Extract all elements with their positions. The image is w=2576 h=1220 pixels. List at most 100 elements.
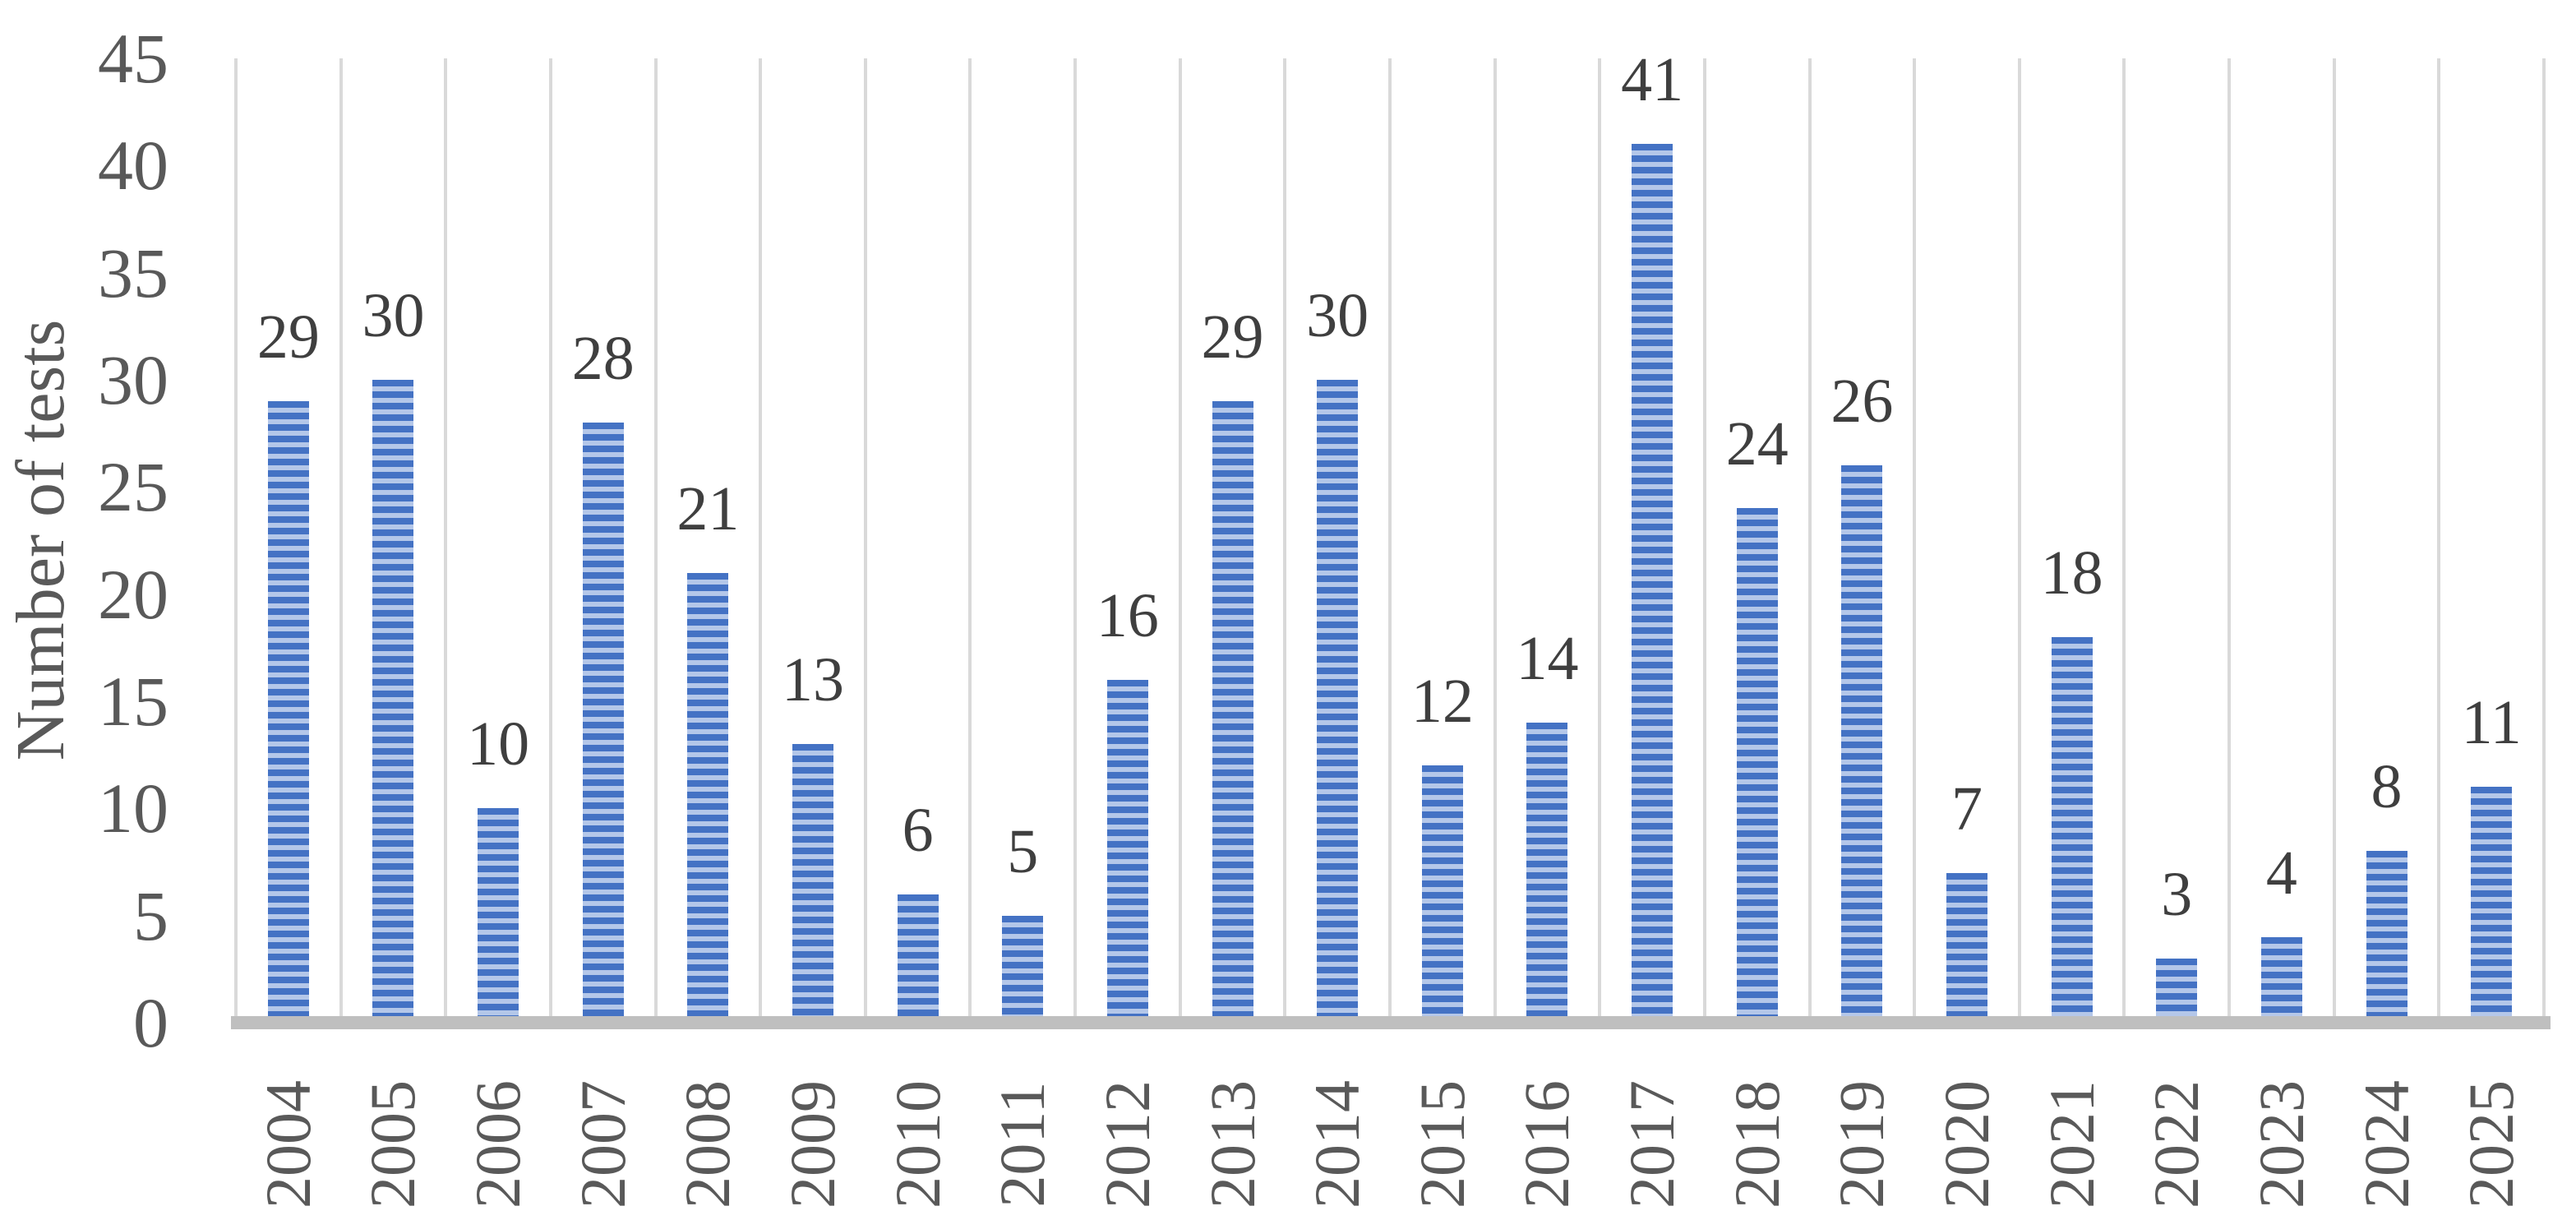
bar-value-label: 5: [1007, 816, 1039, 886]
bar-2019: [1841, 465, 1883, 1023]
bar-2014: [1317, 380, 1359, 1023]
category-gridline: [1807, 58, 1812, 1023]
bar-value-label: 7: [1951, 774, 1983, 843]
bar-value-label: 21: [676, 474, 740, 543]
category-gridline: [2437, 58, 2441, 1023]
category-gridline: [234, 58, 238, 1023]
bar-2006: [478, 808, 519, 1023]
bar-2024: [2366, 851, 2407, 1023]
x-axis-tick-label: 2009: [777, 1080, 848, 1208]
category-gridline: [1388, 58, 1392, 1023]
category-gridline: [548, 58, 552, 1023]
category-gridline: [1702, 58, 1706, 1023]
category-gridline: [1913, 58, 1917, 1023]
bar-2012: [1106, 679, 1148, 1023]
y-axis-tick-label: 40: [98, 126, 169, 206]
x-axis-tick-label: 2012: [1091, 1080, 1163, 1208]
bar-value-label: 12: [1410, 667, 1474, 737]
x-axis-tick-label: 2020: [1931, 1080, 2002, 1208]
x-axis-tick-label: 2023: [2245, 1080, 2317, 1208]
bar-2020: [1946, 872, 1987, 1023]
bar-value-label: 30: [1306, 281, 1369, 350]
bar-value-label: 14: [1516, 624, 1579, 694]
x-axis-tick-label: 2008: [672, 1080, 744, 1208]
y-axis-tick-label: 20: [98, 554, 169, 634]
category-gridline: [2227, 58, 2232, 1023]
bar-2009: [792, 744, 833, 1023]
bar-value-label: 18: [2040, 538, 2103, 608]
category-gridline: [1283, 58, 1287, 1023]
x-axis-tick-label: 2007: [566, 1080, 639, 1208]
category-gridline: [2332, 58, 2336, 1023]
x-axis-tick-label: 2013: [1196, 1080, 1268, 1208]
bar-value-label: 29: [1201, 303, 1264, 372]
category-gridline: [1598, 58, 1602, 1023]
x-axis-tick-label: 2004: [252, 1080, 324, 1208]
bar-2007: [582, 423, 624, 1023]
bar-value-label: 11: [2461, 688, 2522, 758]
x-axis-tick-label: 2006: [462, 1080, 534, 1208]
category-gridline: [444, 58, 448, 1023]
x-axis-tick-label: 2010: [881, 1080, 953, 1208]
x-axis-tick-label: 2005: [357, 1080, 429, 1208]
x-axis-tick-label: 2017: [1616, 1080, 1688, 1208]
bar-2008: [687, 572, 729, 1023]
category-gridline: [2122, 58, 2126, 1023]
bar-value-label: 13: [782, 645, 844, 715]
y-axis-tick-label: 30: [98, 340, 169, 419]
bar-2021: [2051, 636, 2093, 1023]
bar-value-label: 30: [362, 281, 425, 350]
y-axis-tick-label: 15: [98, 662, 169, 741]
category-gridline: [653, 58, 658, 1023]
bar-2022: [2156, 958, 2198, 1023]
y-axis-tick-label: 25: [98, 447, 169, 527]
x-axis-tick-label: 2024: [2350, 1080, 2422, 1208]
y-axis-tick-label: 5: [133, 876, 169, 955]
bar-2013: [1212, 401, 1253, 1023]
category-gridline: [863, 58, 867, 1023]
bar-2011: [1002, 915, 1044, 1023]
category-gridline: [1178, 58, 1182, 1023]
category-gridline: [2542, 58, 2546, 1023]
category-gridline: [1073, 58, 1078, 1023]
bar-value-label: 29: [256, 303, 320, 372]
bar-2016: [1526, 723, 1568, 1023]
plot-area: 29 30 10 28 21 13 6 5 16 29 30 12 14 41 24 26 7 18 3 4 8 11: [231, 49, 2551, 1029]
bar-2015: [1421, 765, 1463, 1023]
bar-2010: [897, 894, 939, 1023]
bar-2004: [267, 401, 309, 1023]
x-axis-tick-label: 2025: [2455, 1080, 2528, 1208]
x-axis-tick-label: 2019: [1826, 1080, 1898, 1208]
bar-value-label: 16: [1096, 580, 1159, 650]
bar-value-label: 8: [2371, 752, 2403, 822]
bar-2017: [1632, 144, 1673, 1023]
y-axis-tick-label: 45: [98, 19, 169, 98]
x-axis-tick-label: 2018: [1720, 1080, 1793, 1208]
bar-value-label: 6: [902, 795, 934, 865]
bar-value-label: 3: [2161, 859, 2193, 929]
bar-2023: [2260, 936, 2302, 1023]
category-gridline: [759, 58, 763, 1023]
x-axis-tick-label: 2021: [2035, 1080, 2107, 1208]
x-axis-tick-label: 2015: [1406, 1080, 1478, 1208]
bar-value-label: 4: [2265, 838, 2297, 908]
x-axis-tick-label: 2022: [2140, 1080, 2213, 1208]
y-axis-tick-label: 35: [98, 233, 169, 312]
bar-value-label: 10: [467, 709, 530, 779]
category-gridline: [2017, 58, 2021, 1023]
x-axis-tick-label: 2016: [1511, 1080, 1583, 1208]
category-gridline: [968, 58, 972, 1023]
category-gridline: [339, 58, 343, 1023]
x-axis-line: [231, 1016, 2551, 1029]
bar-value-label: 28: [571, 324, 635, 394]
x-axis-tick-label: 2011: [986, 1081, 1059, 1208]
y-axis-tick-label: 0: [133, 983, 169, 1062]
bar-value-label: 26: [1830, 367, 1894, 437]
bar-value-label: 24: [1725, 409, 1789, 479]
y-axis-tick-label: 10: [98, 769, 169, 848]
bar-2025: [2471, 787, 2513, 1023]
category-gridline: [1493, 58, 1497, 1023]
bar-value-label: 41: [1621, 45, 1684, 115]
bar-2005: [372, 380, 414, 1023]
